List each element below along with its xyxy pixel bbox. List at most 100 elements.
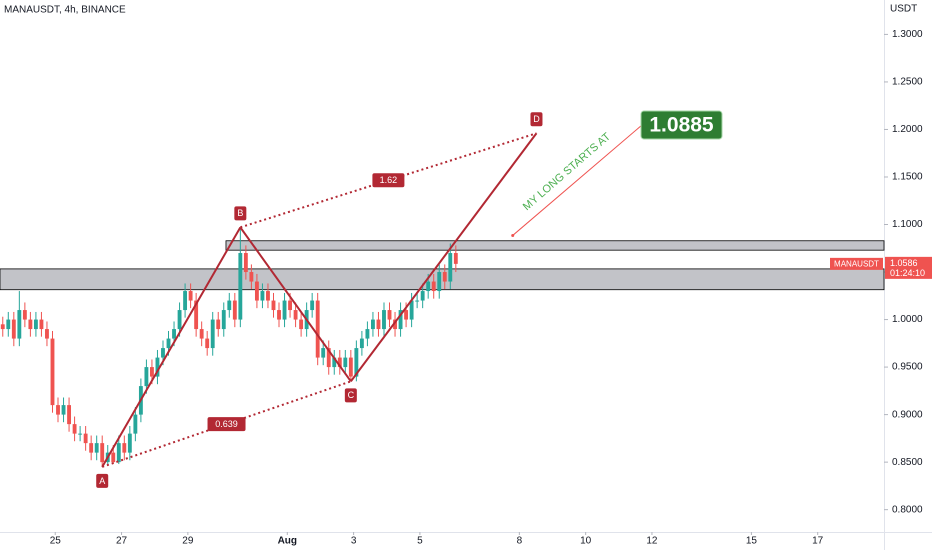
- candle-body: [282, 300, 287, 320]
- candle-body: [83, 433, 88, 444]
- candle-body: [150, 367, 154, 377]
- candle-body: [144, 367, 149, 387]
- x-tick-label: 15: [746, 536, 758, 547]
- x-tick-label: 17: [812, 536, 824, 547]
- symbol-label: MANAUSDT: [834, 259, 879, 268]
- candle-body: [210, 319, 215, 349]
- candle-body: [293, 310, 298, 320]
- ratio-box: [207, 417, 246, 432]
- candle-body: [254, 281, 259, 301]
- candle-body: [310, 300, 315, 311]
- candle-body: [277, 310, 281, 320]
- candle-body: [437, 272, 442, 292]
- candle-body: [382, 310, 386, 330]
- entry-point: [511, 233, 515, 237]
- entry-price: 1.0885: [649, 114, 714, 137]
- pattern-leg: [101, 226, 242, 468]
- symbol-box: [830, 257, 883, 270]
- y-tick-label: 1.2500: [892, 77, 923, 88]
- candle-body: [420, 291, 425, 301]
- candle-body: [116, 443, 121, 463]
- candle-body: [321, 348, 326, 358]
- candle-body: [453, 253, 458, 264]
- candle-body: [315, 300, 320, 358]
- candle-body: [354, 348, 359, 377]
- candle-body: [50, 338, 55, 406]
- candle-body: [28, 319, 33, 330]
- y-tick-label: 0.8500: [892, 457, 923, 468]
- candle-body: [216, 319, 221, 330]
- candle-body: [122, 443, 127, 453]
- x-tick-label: 12: [646, 536, 658, 547]
- y-tick-label: 0.9000: [892, 409, 923, 420]
- candle-body: [221, 310, 226, 330]
- candle-body: [343, 357, 348, 368]
- candle-body: [155, 357, 160, 377]
- candle-body: [22, 310, 27, 320]
- x-tick-label: Aug: [278, 536, 297, 547]
- candle-body: [166, 338, 171, 349]
- x-tick-label: 8: [517, 536, 523, 547]
- x-tick-label: 3: [351, 536, 357, 547]
- candle-body: [78, 433, 83, 435]
- candle-body: [127, 433, 132, 453]
- candle-body: [33, 319, 38, 330]
- pattern-leg: [239, 226, 352, 382]
- candle-body: [404, 310, 409, 320]
- candle-body: [393, 319, 397, 330]
- ratio-box: [372, 173, 405, 188]
- candle-body: [205, 338, 210, 349]
- candle-body: [199, 329, 204, 339]
- pattern-leg: [350, 132, 538, 382]
- x-tick-label: 25: [50, 536, 62, 547]
- candle-body: [299, 319, 304, 330]
- pattern-point-box: [96, 473, 109, 488]
- y-tick-label: 1.2000: [892, 124, 923, 135]
- candle-body: [188, 291, 193, 301]
- candle-body: [161, 348, 165, 358]
- zone: [0, 268, 885, 291]
- pattern-point-box: [344, 388, 357, 403]
- zone: [225, 240, 885, 251]
- candle-body: [133, 414, 138, 434]
- pattern-point-box: [530, 112, 543, 127]
- candle-body: [249, 272, 254, 282]
- candle-body: [426, 281, 431, 292]
- candle-body: [260, 291, 265, 301]
- candle-body: [326, 348, 331, 368]
- y-tick-label: 1.3000: [892, 29, 923, 40]
- y-tick-label: 0.9500: [892, 362, 923, 373]
- y-tick-label: 1.1000: [892, 219, 923, 230]
- candle-body: [100, 443, 105, 463]
- y-tick-label: 1.1500: [892, 172, 923, 183]
- candle-body: [177, 310, 182, 330]
- candle-body: [359, 338, 364, 349]
- entry-box: [640, 110, 723, 140]
- candle-body: [448, 253, 453, 282]
- candle-body: [409, 300, 414, 320]
- candle-body: [415, 300, 420, 302]
- x-tick-label: 5: [417, 536, 423, 547]
- candle-body: [11, 319, 16, 339]
- candle-body: [6, 319, 11, 330]
- pattern-point-label: D: [533, 114, 540, 124]
- candle-body: [371, 319, 375, 330]
- candle-body: [442, 272, 447, 282]
- candle-body: [348, 357, 353, 377]
- x-tick-label: 29: [182, 536, 194, 547]
- candle-body: [111, 452, 116, 463]
- candle-body: [266, 291, 270, 301]
- candle-body: [17, 310, 22, 339]
- candle-body: [376, 319, 381, 330]
- x-tick-label: 27: [116, 536, 128, 547]
- chart-title: MANAUSDT, 4h, BINANCE: [4, 5, 126, 16]
- candle-body: [271, 300, 276, 311]
- candle-body: [39, 319, 44, 330]
- candle-body: [332, 357, 337, 368]
- pattern-point-label: C: [348, 390, 355, 400]
- pattern-point-label: B: [237, 208, 243, 218]
- candle-body: [288, 300, 292, 311]
- entry-arrow: [512, 124, 643, 236]
- y-tick-label: 0.8000: [892, 504, 923, 515]
- candle-body: [365, 329, 370, 339]
